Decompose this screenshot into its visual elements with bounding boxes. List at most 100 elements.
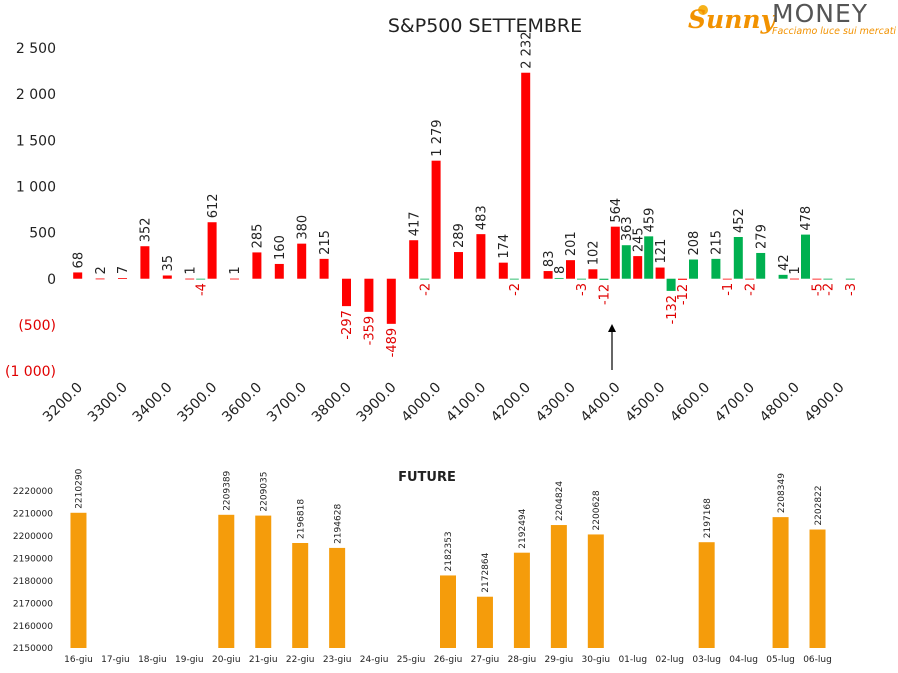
x-tick-label: 06-lug: [803, 655, 832, 665]
data-label: 121: [654, 239, 669, 264]
data-label: 35: [161, 255, 176, 272]
bar: [207, 222, 217, 279]
data-label: 2200628: [592, 490, 602, 530]
bar: [790, 278, 799, 280]
data-label: 215: [318, 230, 333, 255]
data-label: -12: [676, 284, 691, 305]
x-tick-label: 27-giu: [471, 655, 500, 665]
bar: [554, 277, 564, 279]
x-tick-label: 24-giu: [360, 655, 389, 665]
x-tick-label: 21-giu: [249, 655, 278, 665]
data-label: -2: [743, 283, 758, 296]
data-label: 83: [542, 251, 557, 268]
data-label: 478: [799, 206, 814, 231]
bar: [73, 272, 83, 279]
bar: [196, 278, 206, 280]
chart-title: S&P500 SETTEMBRE: [388, 15, 582, 37]
bar: [255, 515, 272, 648]
arrow-head: [608, 324, 616, 332]
data-label: 2197168: [703, 498, 713, 538]
bar: [431, 160, 441, 279]
y-tick-label: 2150000: [13, 644, 53, 654]
y-tick-label: 2 000: [16, 87, 56, 103]
bar: [319, 258, 329, 279]
bar: [698, 542, 715, 648]
bar: [644, 236, 654, 279]
data-label: 459: [642, 208, 657, 233]
bar: [543, 271, 553, 279]
data-label: 2172864: [481, 552, 491, 592]
x-tick-label: 25-giu: [397, 655, 426, 665]
bar: [476, 234, 486, 279]
data-label: -2: [822, 283, 837, 296]
data-label: -2: [418, 283, 433, 296]
data-label: 7: [116, 266, 131, 274]
y-tick-label: (1 000): [5, 364, 56, 380]
data-label: 564: [609, 198, 624, 223]
bar: [550, 525, 567, 648]
bar: [588, 269, 598, 279]
bar: [440, 575, 456, 648]
x-tick-label: 01-lug: [618, 655, 647, 665]
y-tick-label: (500): [18, 318, 56, 334]
bar: [845, 278, 855, 280]
x-tick-label: 04-lug: [729, 655, 758, 665]
x-tick-label: 30-giu: [581, 655, 610, 665]
data-label: 483: [475, 205, 490, 230]
data-label: 452: [732, 208, 747, 233]
bar: [678, 278, 687, 280]
data-label: -3: [844, 283, 859, 296]
bar: [809, 529, 826, 648]
bar: [162, 275, 172, 279]
data-label: 2209389: [223, 470, 233, 510]
bar: [521, 72, 531, 279]
logo-name: MONEY: [772, 0, 868, 28]
data-label: 2202822: [814, 485, 824, 525]
data-label: -2: [508, 283, 523, 296]
data-label: -297: [340, 310, 355, 340]
bar: [823, 278, 833, 280]
x-tick-label: 20-giu: [212, 655, 241, 665]
bar: [722, 278, 732, 280]
data-label: -359: [363, 316, 378, 346]
logo-tagline: Facciamo luce sui mercati: [772, 26, 896, 37]
x-tick-label: 05-lug: [766, 655, 795, 665]
bar: [297, 243, 307, 279]
bar: [476, 596, 493, 648]
bar: [610, 226, 620, 279]
bar: [711, 258, 721, 279]
data-label: 417: [407, 211, 422, 236]
x-tick-label: 22-giu: [286, 655, 315, 665]
y-tick-label: 2200000: [13, 532, 53, 542]
data-label: 2 232: [519, 32, 534, 69]
x-tick-label: 17-giu: [101, 655, 130, 665]
bar: [745, 278, 755, 280]
data-label: 279: [754, 224, 769, 249]
y-tick-label: 2160000: [13, 622, 53, 632]
bar: [633, 256, 643, 279]
data-label: 352: [139, 217, 154, 242]
bar: [409, 240, 419, 279]
data-label: 102: [587, 240, 602, 265]
bar: [364, 278, 374, 312]
x-tick-label: 19-giu: [175, 655, 204, 665]
x-tick-label: 02-lug: [655, 655, 684, 665]
bar: [140, 246, 150, 279]
data-label: 1 279: [430, 119, 445, 156]
data-label: 1: [788, 266, 803, 274]
data-label: 2192494: [518, 508, 528, 548]
data-label: 2194628: [333, 504, 343, 544]
bar: [292, 542, 309, 648]
bar: [185, 278, 195, 280]
x-tick-label: 23-giu: [323, 655, 352, 665]
bar: [329, 547, 346, 648]
data-label: 245: [631, 227, 646, 252]
data-label: 2209035: [259, 471, 269, 511]
data-label: -5: [811, 283, 826, 296]
bar: [230, 278, 239, 280]
logo: Sunny MONEY Facciamo luce sui mercati: [688, 0, 896, 37]
x-tick-label: 18-giu: [138, 655, 167, 665]
data-label: -3: [575, 283, 590, 296]
data-label: 2196818: [296, 499, 306, 539]
